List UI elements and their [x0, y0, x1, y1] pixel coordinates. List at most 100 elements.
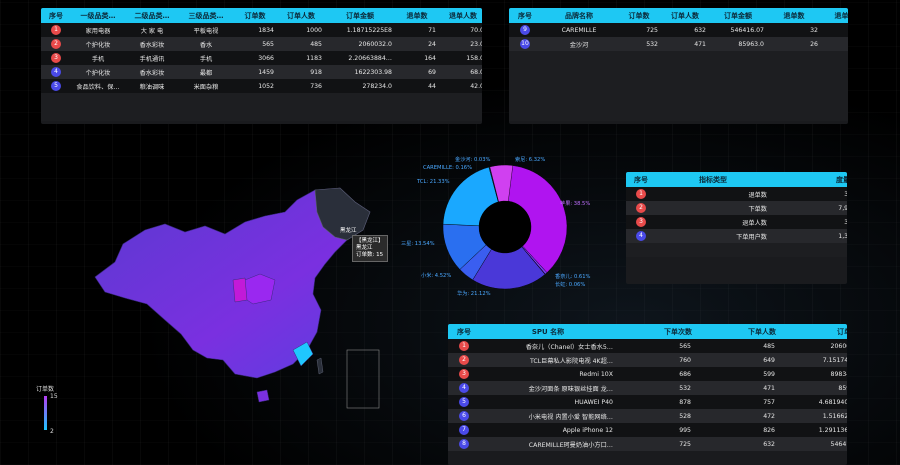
- col-header[interactable]: 序号: [509, 8, 541, 23]
- donut-slice[interactable]: [507, 165, 568, 273]
- table-cell: 532: [616, 381, 694, 395]
- col-header[interactable]: 一级品类…: [71, 8, 125, 23]
- table-cell: 手机: [71, 51, 125, 65]
- table-cell: 24: [395, 37, 439, 51]
- row-index-badge: 3: [51, 53, 61, 63]
- row-index-badge: 3: [459, 369, 469, 379]
- empty-cell: [509, 93, 541, 107]
- map-mainland[interactable]: [94, 187, 371, 379]
- col-header[interactable]: 下单人数: [694, 324, 778, 339]
- table-cell: 1,303: [770, 229, 847, 243]
- col-header[interactable]: 订单金额: [325, 8, 395, 23]
- map-province-highlight[interactable]: [232, 277, 248, 303]
- col-header[interactable]: 序号: [41, 8, 71, 23]
- col-header[interactable]: 订单金额: [778, 324, 847, 339]
- map-province-taiwan[interactable]: [316, 357, 324, 375]
- empty-cell: [821, 107, 848, 121]
- map-province-fujian[interactable]: [292, 341, 314, 367]
- row-index-cell: 7: [448, 423, 480, 437]
- empty-cell: [767, 51, 821, 65]
- empty-cell: [661, 51, 709, 65]
- col-header[interactable]: 下单次数: [616, 324, 694, 339]
- col-header[interactable]: 退单人数: [439, 8, 482, 23]
- table-cell: 粮油调味: [125, 79, 179, 93]
- empty-cell: [277, 107, 325, 121]
- map-province-hainan[interactable]: [256, 389, 270, 403]
- empty-row: [41, 93, 482, 107]
- table-cell: 4.68194075E7: [778, 395, 847, 409]
- row-index-badge: 2: [636, 203, 646, 213]
- row-index-cell: 1: [626, 187, 656, 201]
- table-row[interactable]: 1 退单数372: [626, 187, 847, 201]
- table-cell: 个护化妆: [71, 65, 125, 79]
- table-cell: 532: [617, 37, 661, 51]
- visualmap-legend[interactable]: 订单数 15 2: [36, 384, 58, 435]
- empty-cell: [661, 93, 709, 107]
- empty-cell: [509, 107, 541, 121]
- table-row[interactable]: 3 Redmi 10X6865998983482.0: [448, 367, 847, 381]
- table-cell: 25: [821, 37, 848, 51]
- col-header[interactable]: 退单数: [395, 8, 439, 23]
- donut-label: 长虹: 0.06%: [555, 280, 585, 288]
- table-cell: 1622303.98: [325, 65, 395, 79]
- col-header[interactable]: 三级品类…: [179, 8, 233, 23]
- col-header[interactable]: 序号: [448, 324, 480, 339]
- col-header[interactable]: 退单数: [767, 8, 821, 23]
- brand-table-header: 序号 品牌名称 订单数 订单人数 订单金额 退单数 退单人数: [509, 8, 848, 23]
- empty-cell: [395, 107, 439, 121]
- table-row[interactable]: 3 退单人数355: [626, 215, 847, 229]
- col-header[interactable]: 订单人数: [661, 8, 709, 23]
- empty-row: [509, 93, 848, 107]
- table-cell: 退单人数: [656, 215, 770, 229]
- empty-row: [41, 107, 482, 121]
- table-cell: 1.5166213E7: [778, 409, 847, 423]
- spu-table: 序号 SPU 名称 下单次数 下单人数 订单金额 1 香奈儿（Chanel）女士香…: [448, 324, 847, 451]
- table-cell: 85963.0: [709, 37, 767, 51]
- table-cell: 2060032.0: [778, 339, 847, 353]
- empty-cell: [71, 107, 125, 121]
- table-cell: 食品饮料、保…: [71, 79, 125, 93]
- table-cell: TCL巨幕私人影院电视 4K超…: [480, 353, 616, 367]
- table-cell: 1.29113635E8: [778, 423, 847, 437]
- empty-cell: [626, 243, 656, 257]
- row-index-cell: 2: [41, 37, 71, 51]
- col-header[interactable]: SPU 名称: [480, 324, 616, 339]
- col-header[interactable]: 二级品类…: [125, 8, 179, 23]
- col-header[interactable]: 指标类型: [656, 172, 770, 187]
- empty-cell: [541, 93, 617, 107]
- col-header[interactable]: 订单人数: [277, 8, 325, 23]
- visualmap-gradient[interactable]: [44, 396, 47, 430]
- col-header[interactable]: 订单金额: [709, 8, 767, 23]
- col-header[interactable]: 品牌名称: [541, 8, 617, 23]
- table-cell: 2.20663884…: [325, 51, 395, 65]
- empty-cell: [709, 65, 767, 79]
- col-header[interactable]: 度量值: [770, 172, 847, 187]
- empty-cell: [709, 79, 767, 93]
- col-header[interactable]: 退单人数: [821, 8, 848, 23]
- table-cell: 2060032.0: [325, 37, 395, 51]
- table-cell: 70.0: [439, 23, 482, 37]
- row-index-cell: 4: [448, 381, 480, 395]
- table-cell: 金沙河面条 原味银丝挂面 龙…: [480, 381, 616, 395]
- table-cell: 995: [616, 423, 694, 437]
- col-header[interactable]: 订单数: [617, 8, 661, 23]
- col-header[interactable]: 订单数: [233, 8, 277, 23]
- col-header[interactable]: 序号: [626, 172, 656, 187]
